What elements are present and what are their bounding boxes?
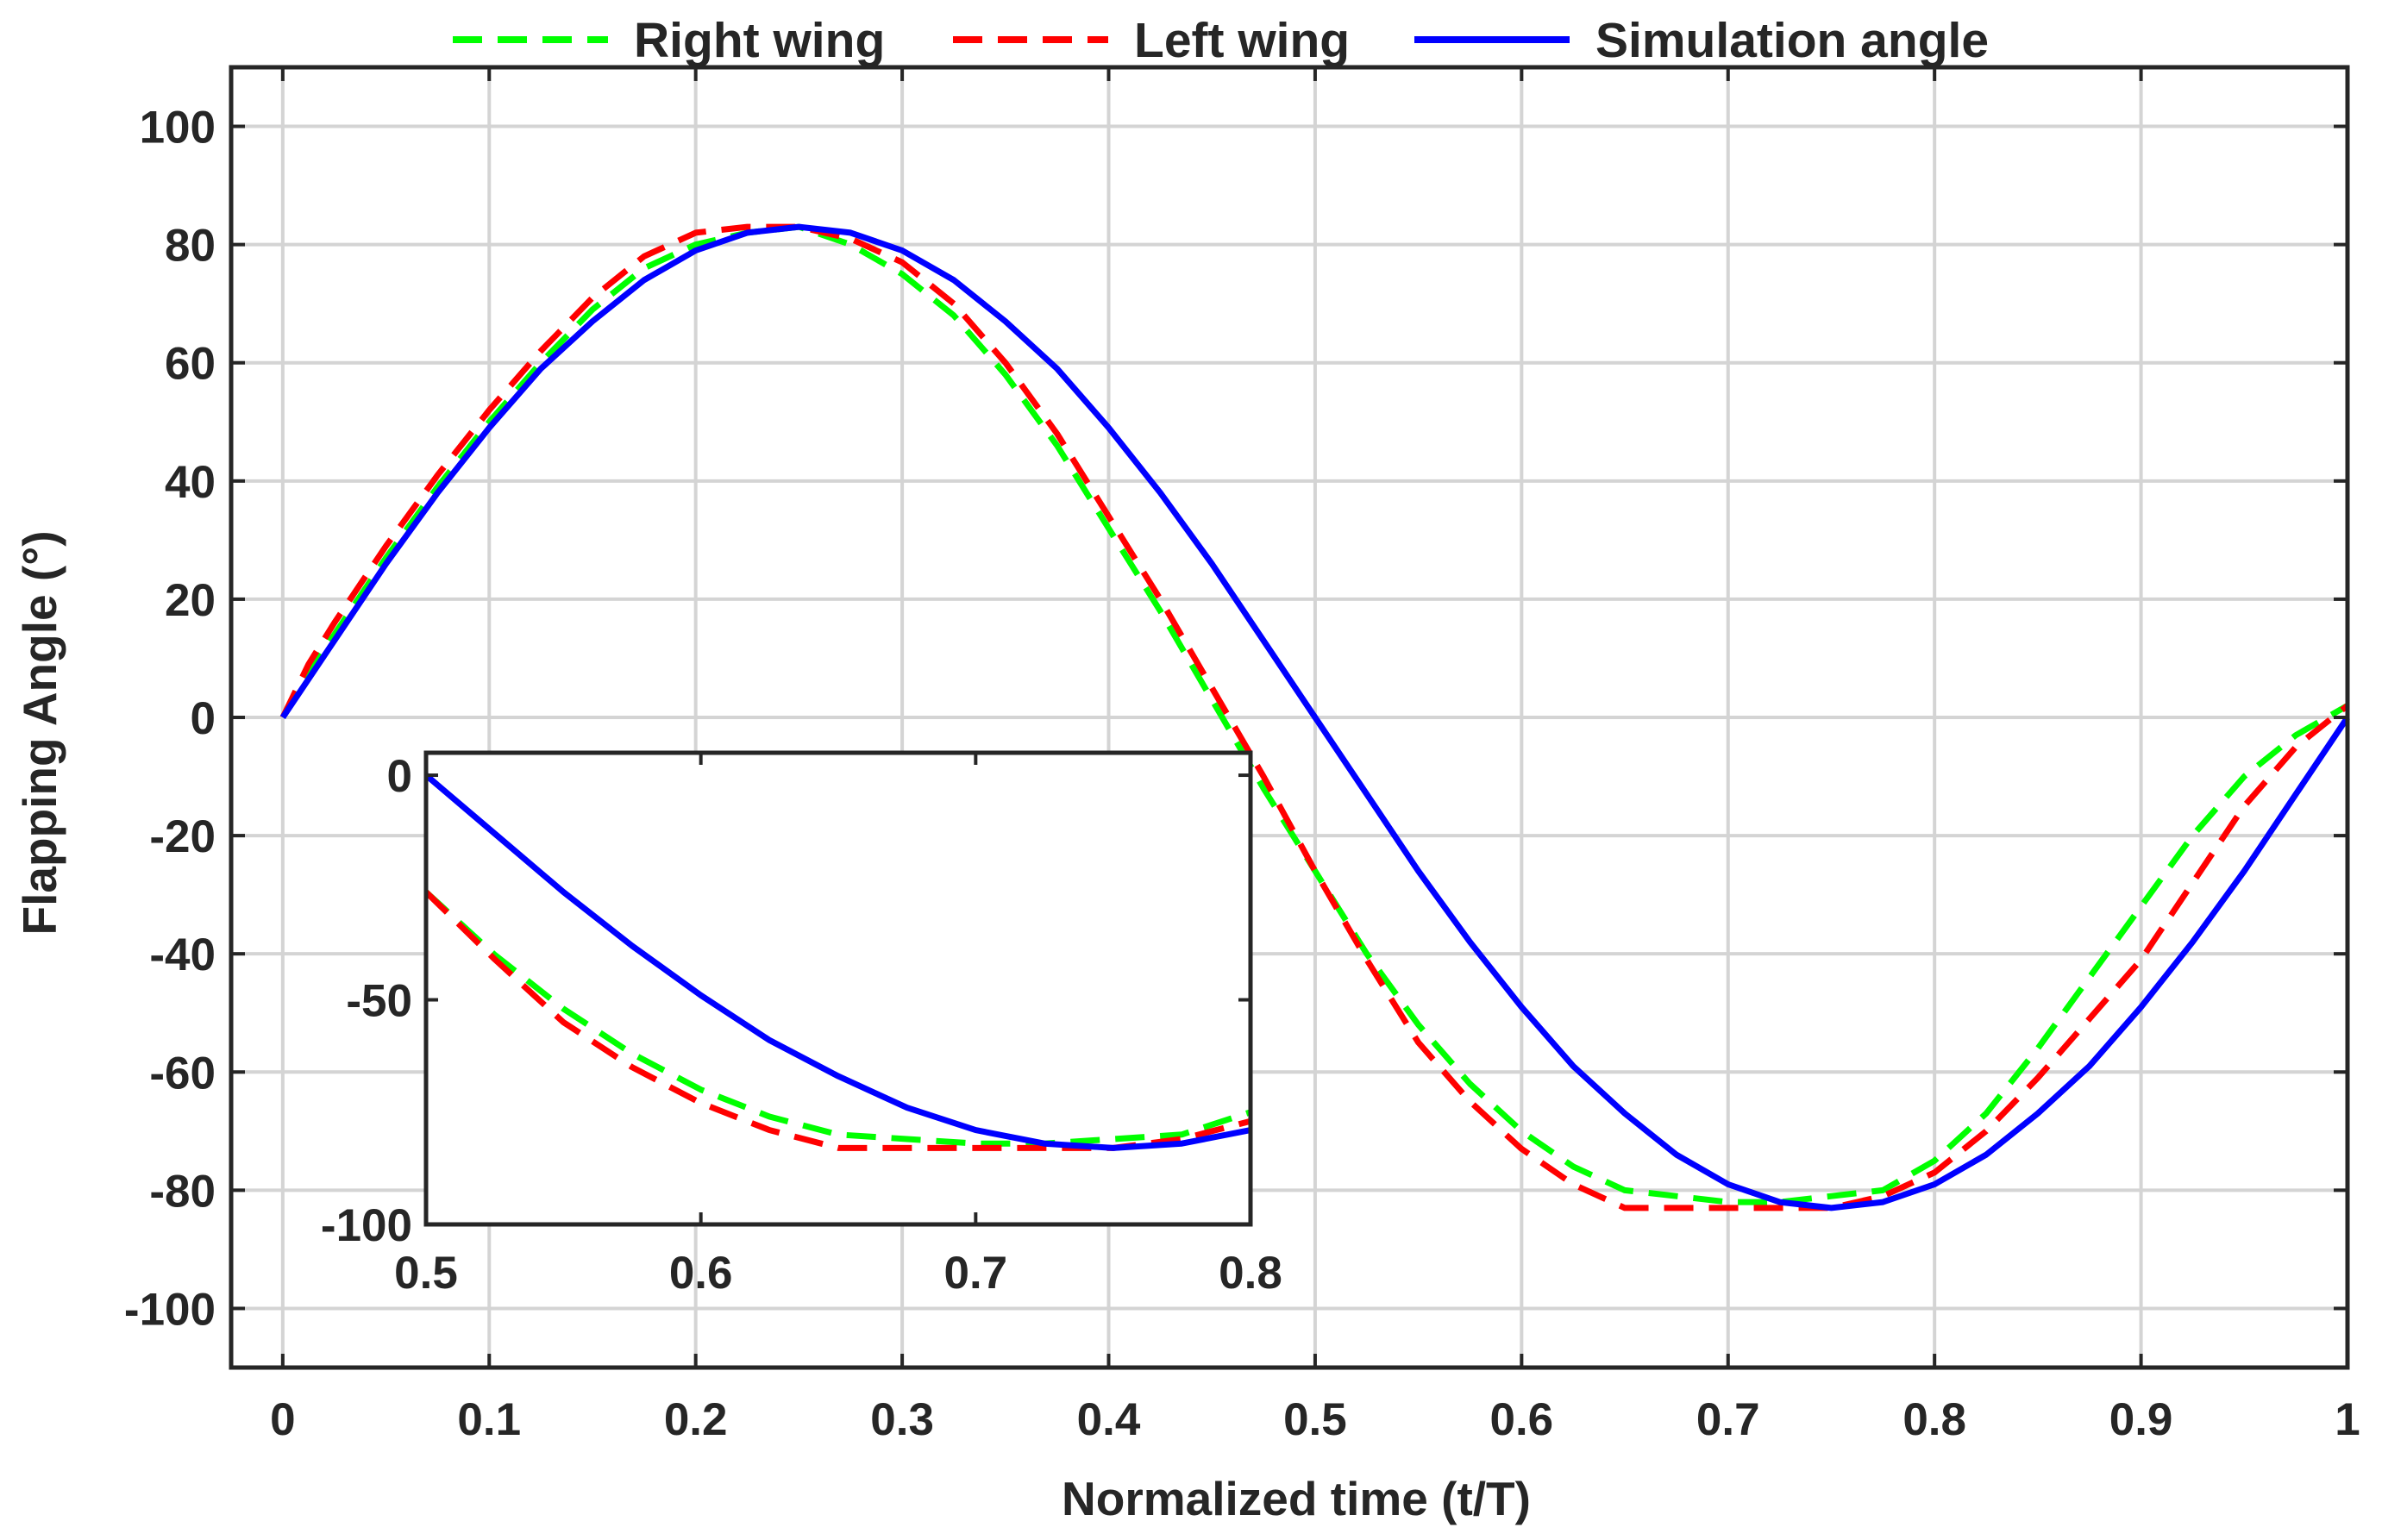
main-x-tick-label: 0.4 [1077, 1394, 1141, 1445]
main-y-tick-label: -60 [149, 1048, 216, 1099]
main-series-lines [279, 223, 2350, 1211]
inset-x-tick-label: 0.5 [394, 1248, 458, 1299]
inset-x-tick-label: 0.6 [669, 1248, 733, 1299]
main-y-tick-label: 80 [165, 221, 216, 272]
inset-plot: 0.5 0.6 0.7 0.8 0 -50 -100 [321, 750, 1282, 1299]
legend-label-right-wing: Right wing [634, 13, 885, 68]
legend: Right wing Left wing Simulation angle [453, 13, 1989, 68]
main-y-tick-label: 20 [165, 575, 216, 626]
series-line-left-wing [279, 223, 2350, 1211]
main-x-tick-label: 1 [2335, 1394, 2360, 1445]
series-line-simulation-angle [279, 223, 2350, 1211]
inset-x-ticks: 0.5 0.6 0.7 0.8 [394, 753, 1282, 1299]
main-y-tick-label: 60 [165, 339, 216, 390]
main-y-tick-label: -100 [124, 1284, 216, 1335]
main-x-tick-label: 0.8 [1902, 1394, 1966, 1445]
main-x-tick-label: 0 [270, 1394, 295, 1445]
inset-series-line-right-wing [423, 889, 1252, 1147]
main-y-tick-label: -80 [149, 1166, 216, 1217]
inset-axes-frame [423, 750, 1253, 1227]
main-x-tick-label: 0.6 [1489, 1394, 1553, 1445]
x-axis-title: Normalized time (t/T) [1062, 1472, 1531, 1525]
inset-y-tick-label: -50 [346, 976, 412, 1027]
inset-plot-area [426, 753, 1251, 1224]
main-y-tick-label: 0 [191, 693, 216, 744]
inset-x-tick-label: 0.8 [1219, 1248, 1282, 1299]
main-x-tick-label: 0.9 [2109, 1394, 2173, 1445]
inset-series-line-simulation-angle [423, 773, 1251, 1151]
inset-x-tick-label: 0.7 [943, 1248, 1007, 1299]
main-y-tick-label: -20 [149, 811, 216, 862]
y-axis-title: Flapping Angle (°) [13, 530, 66, 935]
inset-series-lines [423, 773, 1252, 1151]
legend-label-simulation-angle: Simulation angle [1595, 13, 1989, 68]
main-x-tick-label: 0.5 [1283, 1394, 1347, 1445]
legend-label-left-wing: Left wing [1134, 13, 1350, 68]
main-x-ticks: 0 0.1 0.2 0.3 0.4 0.5 0.6 0.7 0.8 0.9 1 [270, 67, 2360, 1445]
inset-y-tick-label: 0 [387, 751, 412, 802]
inset-y-tick-label: -100 [321, 1200, 412, 1251]
main-x-tick-label: 0.7 [1696, 1394, 1760, 1445]
main-y-ticks: 100 80 60 40 20 0 -20 -40 -60 -80 -100 [124, 103, 2348, 1335]
main-y-tick-label: -40 [149, 930, 216, 980]
main-y-tick-label: 100 [140, 103, 216, 153]
inset-y-ticks: 0 -50 -100 [321, 751, 1251, 1251]
main-y-tick-label: 40 [165, 457, 216, 508]
main-x-tick-label: 0.2 [664, 1394, 728, 1445]
main-x-tick-label: 0.3 [870, 1394, 934, 1445]
main-x-tick-label: 0.1 [457, 1394, 521, 1445]
